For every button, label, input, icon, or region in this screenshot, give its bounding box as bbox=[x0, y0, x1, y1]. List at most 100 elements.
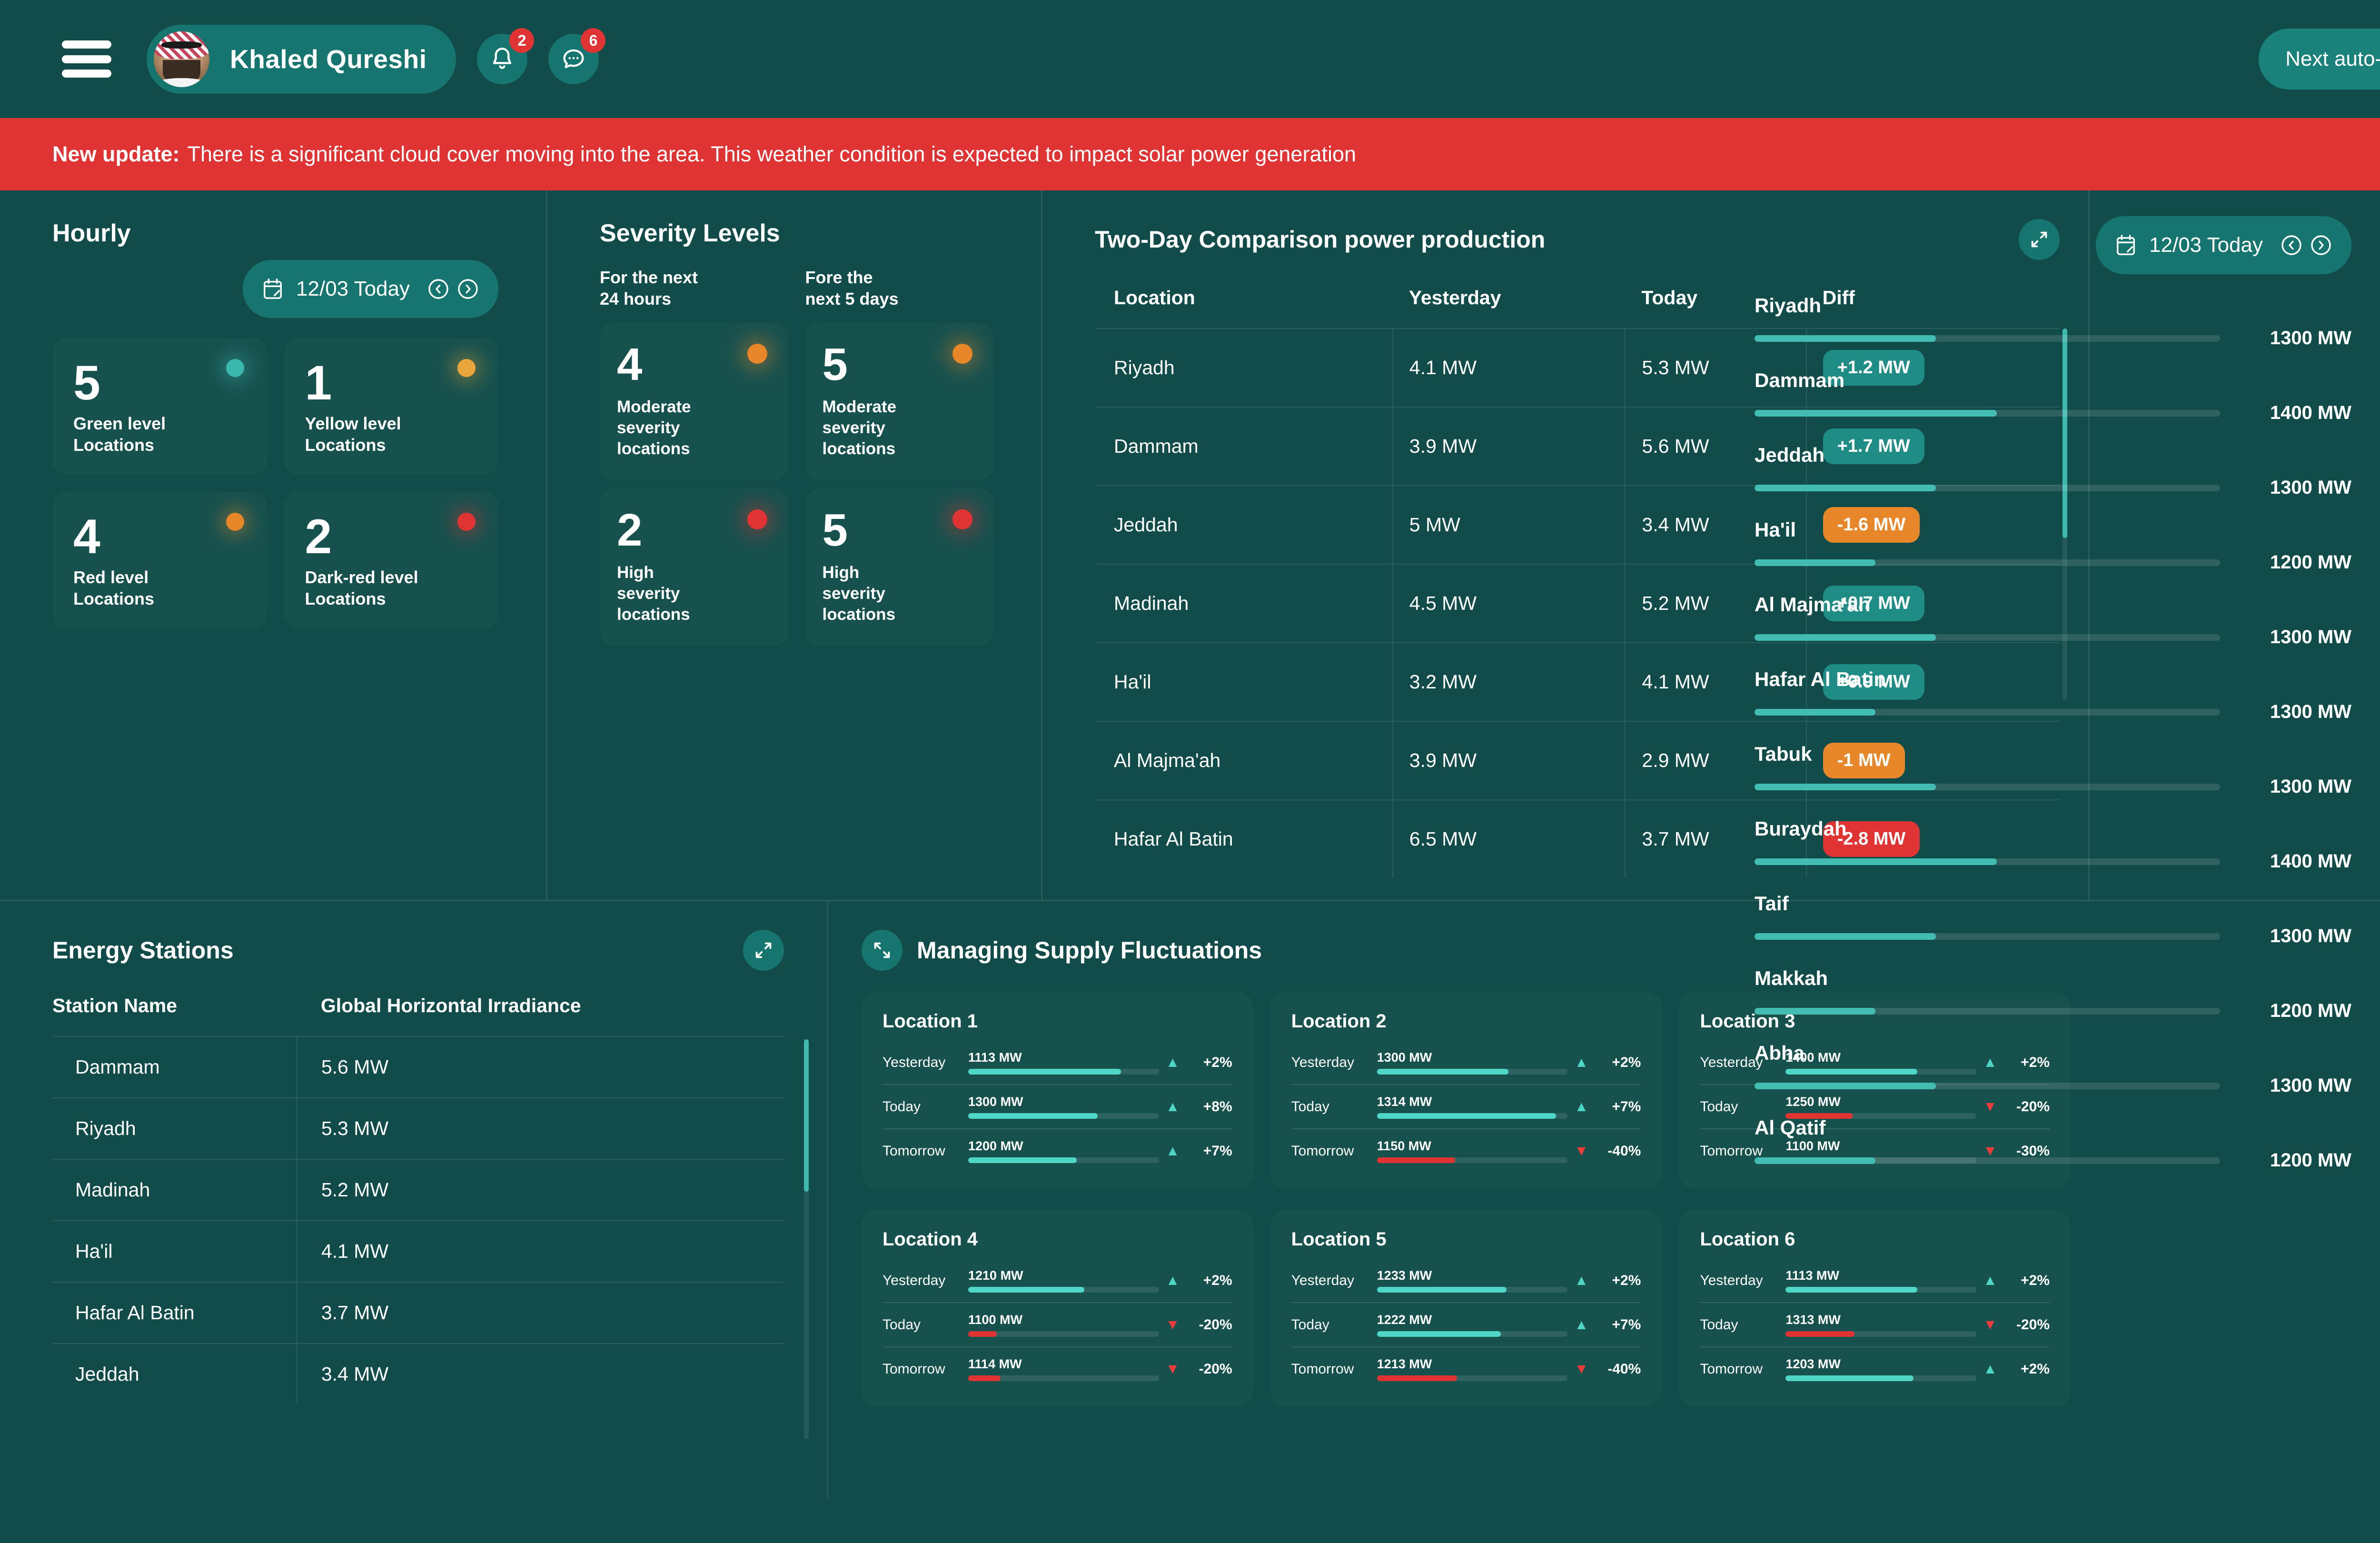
table-row[interactable]: Ha'il 4.1 MW bbox=[52, 1220, 784, 1282]
comparison-scrollbar[interactable] bbox=[2063, 329, 2067, 700]
location-progress-track bbox=[1755, 858, 2220, 865]
arrow-down-icon: ▼ bbox=[1983, 1316, 1997, 1333]
fluctuation-value: 1233 MW bbox=[1377, 1268, 1432, 1283]
auto-refresh-button[interactable]: Next auto-refresh in 04:35 bbox=[2259, 29, 2380, 90]
status-badge: +0.9 MW bbox=[1823, 664, 1924, 700]
hourly-date-picker[interactable]: 12/03 Today bbox=[243, 260, 498, 318]
list-item[interactable]: Abha 1300 MW bbox=[1755, 1042, 2351, 1096]
fluctuation-card[interactable]: Location 3 Yesterday 1400 MW ▲ +2% Today… bbox=[1679, 992, 2071, 1189]
location-name: Buraydah bbox=[1755, 817, 1847, 840]
location-progress-fill bbox=[1755, 933, 1936, 940]
list-item[interactable]: Buraydah 1400 MW bbox=[1755, 817, 2351, 872]
comparison-today: 3.7 MW bbox=[1625, 799, 1806, 878]
fluctuation-card[interactable]: Location 5 Yesterday 1233 MW ▲ +2% Today… bbox=[1270, 1210, 1662, 1407]
fluctuation-card[interactable]: Location 4 Yesterday 1210 MW ▲ +2% Today… bbox=[862, 1210, 1253, 1407]
arrow-up-icon: ▲ bbox=[1574, 1054, 1589, 1070]
hourly-card[interactable]: 4 Red level Locations bbox=[52, 491, 267, 628]
station-name: Ha'il bbox=[52, 1220, 297, 1282]
list-item[interactable]: Jeddah 1300 MW bbox=[1755, 444, 2351, 498]
table-row[interactable]: Dammam 5.6 MW bbox=[52, 1036, 784, 1098]
hourly-card[interactable]: 1 Yellow level Locations bbox=[284, 338, 498, 475]
severity-card[interactable]: 2 High severity locations bbox=[600, 488, 788, 646]
table-row[interactable]: Jeddah 5 MW 3.4 MW -1.6 MW bbox=[1095, 485, 2060, 564]
fluctuations-title: Managing Supply Fluctuations bbox=[917, 937, 1262, 964]
fluctuation-percent: +8% bbox=[1203, 1098, 1232, 1115]
location-progress-track bbox=[1755, 335, 2220, 342]
notifications-button[interactable]: 2 bbox=[477, 28, 535, 84]
table-row[interactable]: Riyadh 4.1 MW 5.3 MW +1.2 MW bbox=[1095, 328, 2060, 407]
table-row[interactable]: Hafar Al Batin 3.7 MW bbox=[52, 1282, 784, 1344]
stations-expand-button[interactable] bbox=[743, 930, 784, 971]
location-name: Dammam bbox=[1755, 369, 1845, 391]
list-item[interactable]: Dammam 1400 MW bbox=[1755, 369, 2351, 424]
fluctuation-card[interactable]: Location 1 Yesterday 1113 MW ▲ +2% Today… bbox=[862, 992, 1253, 1189]
chevron-right-icon[interactable] bbox=[456, 278, 479, 300]
comparison-location: Ha'il bbox=[1095, 642, 1393, 721]
sidebar-date-picker[interactable]: 12/03 Today bbox=[2096, 216, 2351, 274]
stations-scrollbar[interactable] bbox=[804, 1039, 809, 1439]
messages-button[interactable]: 6 bbox=[548, 28, 606, 84]
fluctuations-header: Managing Supply Fluctuations bbox=[862, 930, 2071, 971]
fluctuation-day: Today bbox=[883, 1098, 921, 1115]
fluctuation-track bbox=[1377, 1375, 1568, 1381]
hourly-card[interactable]: 5 Green level Locations bbox=[52, 338, 267, 475]
fluctuation-day: Today bbox=[1291, 1098, 1329, 1115]
fluctuation-row: Tomorrow 1213 MW ▼ -40% bbox=[1291, 1346, 1641, 1391]
fluctuation-card[interactable]: Location 2 Yesterday 1300 MW ▲ +2% Today… bbox=[1270, 992, 1662, 1189]
chevron-left-icon[interactable] bbox=[427, 278, 450, 300]
table-row[interactable]: Madinah 4.5 MW 5.2 MW +0.7 MW bbox=[1095, 564, 2060, 643]
fluctuation-card-title: Location 6 bbox=[1700, 1229, 1795, 1250]
location-progress-track bbox=[1755, 1007, 2220, 1015]
hamburger-icon[interactable] bbox=[62, 40, 111, 78]
fluctuation-card[interactable]: Location 6 Yesterday 1113 MW ▲ +2% Today… bbox=[1679, 1210, 2071, 1407]
fluctuation-percent: -30% bbox=[2016, 1143, 2050, 1159]
table-row[interactable]: Dammam 3.9 MW 5.6 MW +1.7 MW bbox=[1095, 407, 2060, 486]
list-item[interactable]: Al Majma'ah 1300 MW bbox=[1755, 593, 2351, 648]
chevron-left-icon[interactable] bbox=[2280, 234, 2303, 257]
fluctuation-fill bbox=[968, 1069, 1121, 1075]
table-row[interactable]: Madinah 5.2 MW bbox=[52, 1159, 784, 1221]
hourly-card[interactable]: 2 Dark-red level Locations bbox=[284, 491, 498, 628]
severity-panel: Severity Levels For the next 24 hours 4 M… bbox=[547, 190, 1042, 900]
avatar bbox=[152, 30, 211, 89]
table-row[interactable]: Hafar Al Batin 6.5 MW 3.7 MW -2.8 MW bbox=[1095, 799, 2060, 878]
severity-card[interactable]: 4 Moderate severity locations bbox=[600, 323, 788, 480]
hourly-card-value: 5 bbox=[73, 356, 100, 410]
list-item[interactable]: Al Qatif 1200 MW bbox=[1755, 1116, 2351, 1171]
list-item[interactable]: Makkah 1200 MW bbox=[1755, 967, 2351, 1022]
user-profile-pill[interactable]: Khaled Qureshi bbox=[147, 24, 456, 94]
severity-column: For the next 24 hours 4 Moderate severity l… bbox=[600, 267, 788, 646]
bell-icon bbox=[493, 48, 512, 69]
fluctuations-expand-button[interactable] bbox=[862, 930, 902, 971]
table-row[interactable]: Jeddah 3.4 MW bbox=[52, 1343, 784, 1404]
status-badge: -1 MW bbox=[1823, 743, 1905, 778]
fluctuation-track bbox=[968, 1157, 1159, 1163]
table-row[interactable]: Ha'il 3.2 MW 4.1 MW +0.9 MW bbox=[1095, 642, 2060, 721]
list-item[interactable]: Tabuk 1300 MW bbox=[1755, 743, 2351, 797]
comparison-expand-button[interactable] bbox=[2019, 219, 2060, 260]
list-item[interactable]: Riyadh 1300 MW bbox=[1755, 294, 2351, 349]
stations-table-header: Station Name Global Horizontal Irradiance bbox=[52, 995, 784, 1036]
fluctuation-track bbox=[1785, 1375, 1976, 1381]
fluctuation-value: 1400 MW bbox=[1785, 1050, 1841, 1065]
chevron-right-icon[interactable] bbox=[2310, 234, 2332, 257]
location-name: Al Qatif bbox=[1755, 1116, 1826, 1139]
fluctuation-track bbox=[1785, 1069, 1976, 1075]
chat-icon bbox=[563, 49, 584, 69]
list-item[interactable]: Ha'il 1200 MW bbox=[1755, 518, 2351, 573]
list-item[interactable]: Taif 1300 MW bbox=[1755, 892, 2351, 947]
stations-table: Station Name Global Horizontal Irradiance… bbox=[52, 995, 784, 1404]
station-name: Jeddah bbox=[52, 1343, 297, 1404]
arrow-up-icon: ▲ bbox=[1983, 1272, 1997, 1288]
table-row[interactable]: Riyadh 5.3 MW bbox=[52, 1097, 784, 1159]
severity-card[interactable]: 5 High severity locations bbox=[805, 488, 993, 646]
fluctuation-value: 1114 MW bbox=[968, 1357, 1022, 1371]
comparison-column-header: Diff bbox=[1822, 287, 1855, 309]
list-item[interactable]: Hafar Al Batin 1300 MW bbox=[1755, 668, 2351, 723]
arrow-down-icon: ▼ bbox=[1983, 1098, 1997, 1115]
station-ghi: 5.3 MW bbox=[296, 1097, 784, 1159]
fluctuation-day: Yesterday bbox=[1291, 1272, 1354, 1288]
severity-column-heading: For the next 24 hours bbox=[600, 268, 698, 309]
station-ghi: 5.2 MW bbox=[296, 1159, 784, 1221]
severity-card[interactable]: 5 Moderate severity locations bbox=[805, 323, 993, 480]
